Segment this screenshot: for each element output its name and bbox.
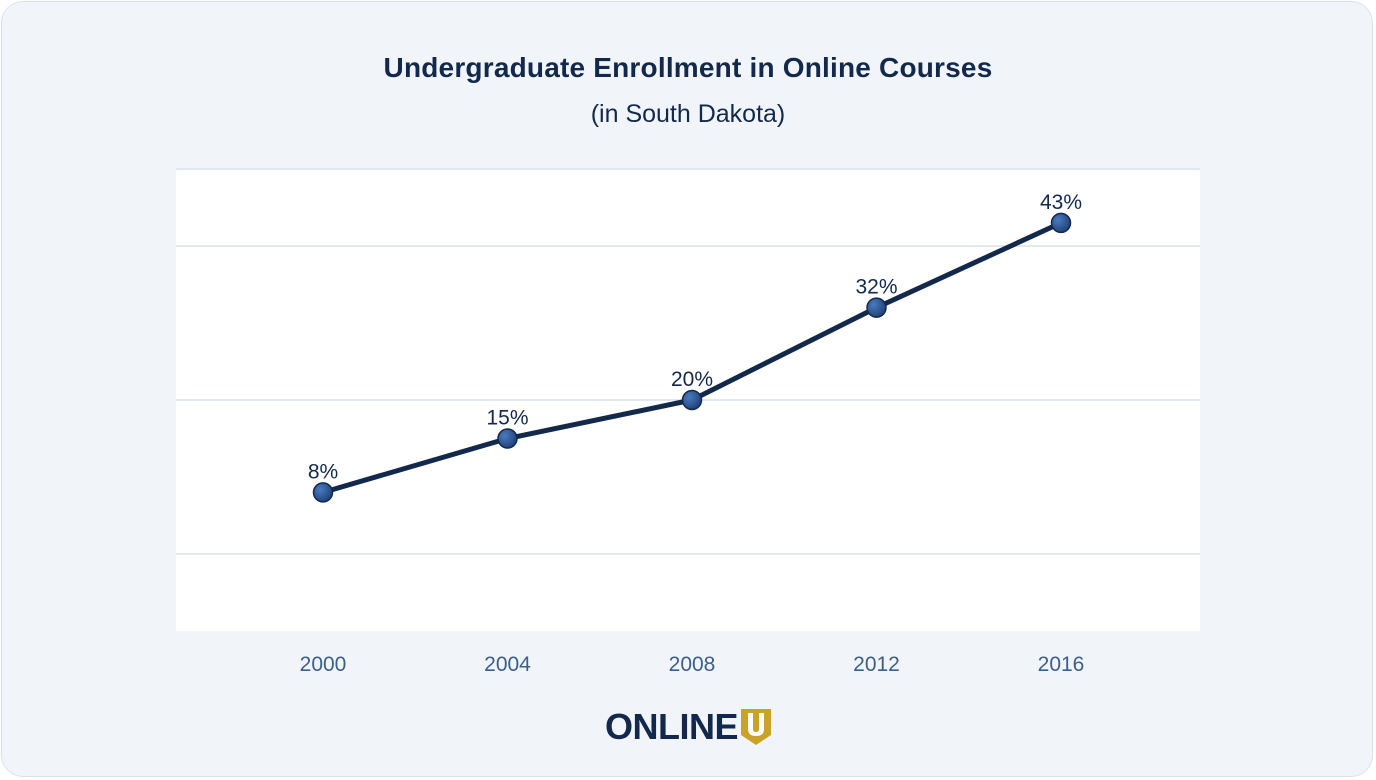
data-point [1050,212,1072,234]
x-tick-label: 2012 [853,653,900,676]
data-label: 15% [486,407,528,430]
data-point [866,297,887,318]
x-tick-label: 2016 [1038,653,1085,676]
data-label: 20% [671,368,713,391]
series-line [320,220,1064,495]
chart-subtitle: (in South Dakota) [590,100,786,128]
chart-title: Undergraduate Enrollment in Online Cours… [383,52,993,83]
x-tick-label: 2004 [484,653,531,676]
logo-text: ONLINE [604,706,739,747]
data-label: 43% [1040,191,1082,214]
onlineu-logo: ONLINE [0,706,1376,748]
logo-u-mark-icon [741,709,771,745]
data-point [312,482,334,503]
data-label: 8% [308,460,338,483]
data-point [497,428,518,449]
data-label: 32% [855,276,897,299]
x-tick-label: 2008 [669,653,716,676]
data-point [681,389,703,411]
x-tick-label: 2000 [300,653,347,676]
